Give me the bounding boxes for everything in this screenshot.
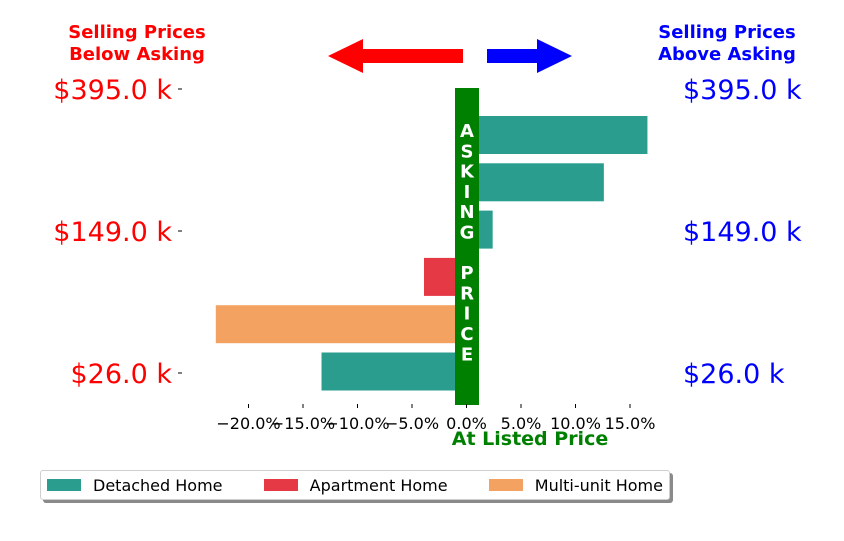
- x-tick-label: −10.0%: [325, 414, 389, 433]
- below-asking-title-line2: Below Asking: [69, 44, 205, 65]
- asking-band-letter: A: [460, 121, 474, 142]
- y-axis: $395.0 k $395.0 k $149.0 k $149.0 k $26.0 k $…: [53, 75, 802, 390]
- asking-band-letter: G: [460, 223, 475, 244]
- asking-band-rect: [455, 88, 479, 405]
- legend-swatch-multiunit: [488, 479, 523, 491]
- x-tick-label: 10.0%: [550, 414, 601, 433]
- asking-band-letter: I: [464, 182, 471, 203]
- asking-band-letter: S: [461, 141, 474, 162]
- asking-band-letter: R: [460, 283, 474, 304]
- bar-detached-home-0: [466, 116, 648, 154]
- y-tick-label-right: $149.0 k: [683, 217, 802, 248]
- asking-band-letter: C: [460, 324, 473, 345]
- bar-detached-home-5: [321, 352, 467, 391]
- legend-item-detached: Detached Home: [47, 476, 223, 495]
- asking-band-letter: I: [464, 304, 471, 325]
- left-arrow-icon: [328, 39, 463, 73]
- legend-item-apartment: Apartment Home: [263, 475, 448, 495]
- asking-band-letter: E: [461, 344, 473, 365]
- bars-layer: [215, 116, 648, 391]
- legend-label-detached: Detached Home: [93, 475, 223, 495]
- legend-swatch-detached: [47, 479, 81, 491]
- y-tick-label-right: $26.0 k: [683, 359, 785, 390]
- above-asking-title-line2: Above Asking: [658, 44, 796, 65]
- bar-detached-home-1: [466, 163, 604, 202]
- x-axis-label: At Listed Price: [452, 428, 608, 450]
- x-tick-label: 0.0%: [446, 414, 487, 433]
- x-tick-label: −5.0%: [385, 414, 439, 433]
- below-asking-title-line1: Selling Prices: [68, 22, 205, 43]
- legend-label-apartment: Apartment Home: [309, 475, 448, 495]
- asking-band-letter: P: [460, 263, 473, 284]
- x-axis: −20.0%−15.0%−10.0%−5.0% 0.0% 5.0% 10.0% 15.0…: [216, 404, 655, 433]
- asking-band-letter: K: [460, 162, 475, 183]
- legend-label-multiunit: Multi-unit Home: [534, 475, 663, 495]
- bar-multi-unit-home-4: [215, 305, 467, 344]
- legend-item-multiunit: Multi-unit Home: [488, 475, 663, 495]
- above-asking-title-line1: Selling Prices: [658, 22, 795, 43]
- legend: Detached Home Apartment Home Multi-unit …: [40, 470, 670, 500]
- y-tick-label-left: $395.0 k: [53, 75, 172, 106]
- y-tick-label-left: $26.0 k: [70, 359, 172, 390]
- asking-band-letter: N: [459, 202, 474, 223]
- x-tick-label: −20.0%: [216, 414, 280, 433]
- x-tick-label: 5.0%: [501, 414, 542, 433]
- legend-swatch-apartment: [263, 479, 298, 491]
- x-tick-label: 15.0%: [605, 414, 656, 433]
- right-arrow-icon: [487, 39, 572, 73]
- y-tick-label-right: $395.0 k: [683, 75, 802, 106]
- y-tick-label-left: $149.0 k: [53, 217, 172, 248]
- x-tick-label: −15.0%: [271, 414, 335, 433]
